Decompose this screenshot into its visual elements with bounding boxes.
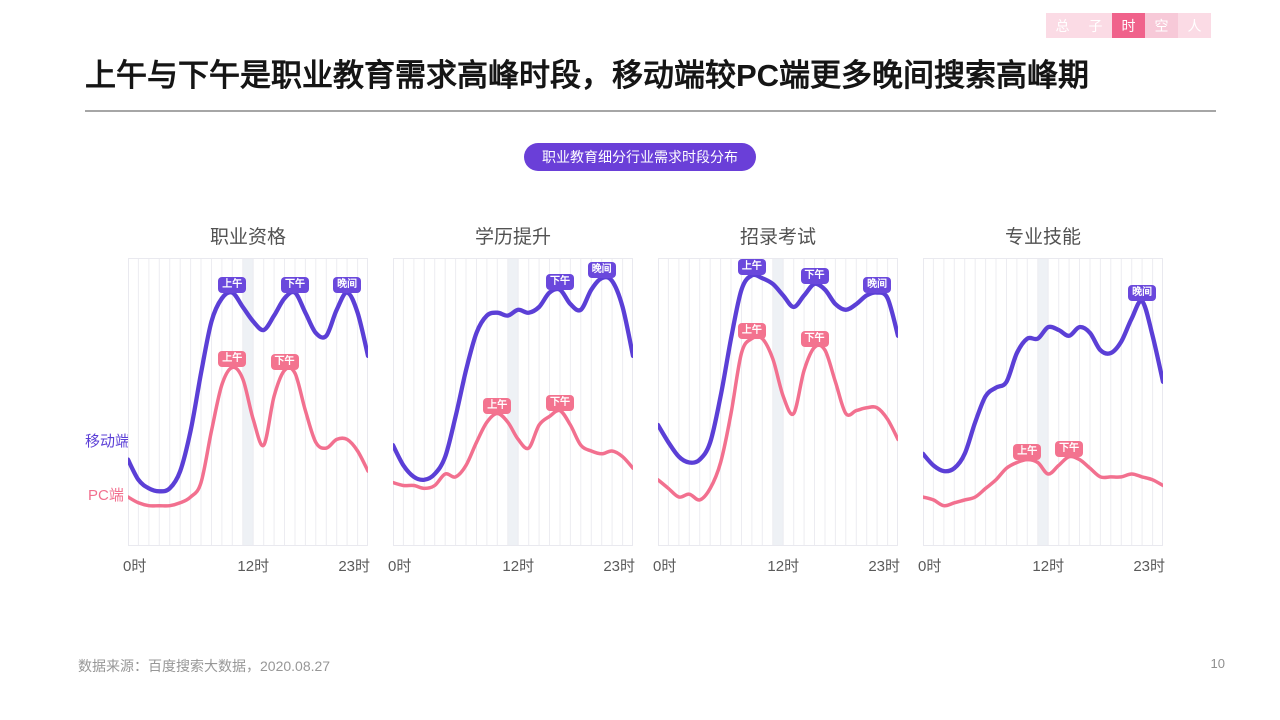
peak-badge-mobile: 上午	[737, 259, 766, 276]
chart-title: 职业资格	[209, 227, 286, 248]
top-nav: 总 子 时 空 人	[1046, 13, 1211, 38]
peak-badge-mobile: 晚间	[863, 276, 892, 293]
legend-pc-label: PC端	[88, 487, 124, 504]
x-tick-12: 12时	[767, 558, 800, 575]
series-line-mobile	[393, 275, 633, 483]
series-line-mobile	[658, 272, 898, 465]
x-axis: 0时 12时 23时	[653, 555, 900, 575]
nav-tab-zi[interactable]: 子	[1079, 13, 1112, 38]
x-tick-12: 12时	[1032, 558, 1065, 575]
chart-plot: 上午 下午 晚间 上午 下午	[658, 258, 898, 546]
series-line-pc	[923, 454, 1163, 508]
peak-badge-pc: 上午	[218, 351, 247, 368]
nav-tab-zong[interactable]: 总	[1046, 13, 1079, 38]
line-chart-svg	[923, 258, 1163, 546]
chart-card-4: 专业技能 晚间上午 下午 0时 12时 23时	[918, 222, 1165, 575]
peak-badge-pc: 下午	[546, 394, 574, 411]
series-line-pc	[128, 365, 368, 508]
x-tick-0: 0时	[918, 558, 942, 575]
legend-mobile-label: 移动端	[85, 433, 131, 450]
line-chart-svg	[128, 258, 368, 546]
peak-badge-mobile: 下午	[546, 273, 574, 290]
x-tick-12: 12时	[502, 558, 535, 575]
line-chart-svg	[393, 258, 633, 546]
x-tick-23: 23时	[603, 558, 635, 575]
nav-tab-ren[interactable]: 人	[1178, 13, 1211, 38]
chart-card-2: 学历提升 下午 晚间 上午 下午 0时 12时 23时	[388, 222, 635, 575]
peak-badge-pc: 下午	[800, 331, 829, 348]
x-tick-0: 0时	[123, 558, 147, 575]
peak-badge-pc: 下午	[270, 354, 299, 371]
chart-title: 招录考试	[739, 227, 816, 248]
page-title: 上午与下午是职业教育需求高峰时段，移动端较PC端更多晚间搜索高峰期	[85, 58, 1090, 93]
x-axis: 0时 12时 23时	[123, 555, 370, 575]
data-source: 数据来源：百度搜索大数据，2020.08.27	[78, 658, 331, 674]
x-tick-12: 12时	[237, 558, 270, 575]
chart-title: 学历提升	[474, 227, 551, 248]
chart-plot: 晚间上午 下午	[923, 258, 1163, 546]
peak-badge-mobile: 晚间	[1128, 285, 1157, 302]
chart-card-3: 招录考试 上午 下午 晚间 上午 下午 0时 12时 23时	[653, 222, 900, 575]
series-line-pc	[658, 334, 898, 502]
noon-highlight-band	[772, 258, 784, 546]
x-tick-23: 23时	[868, 558, 900, 575]
line-chart-svg	[658, 258, 898, 546]
page-number: 10	[1210, 656, 1225, 671]
nav-tab-shi-active[interactable]: 时	[1112, 13, 1145, 38]
x-axis: 0时 12时 23时	[918, 555, 1165, 575]
x-tick-23: 23时	[1133, 558, 1165, 575]
peak-badge-pc: 上午	[1013, 443, 1042, 460]
noon-highlight-band	[507, 258, 519, 546]
series-line-pc	[393, 408, 633, 491]
peak-badge-mobile: 下午	[281, 276, 309, 293]
series-line-mobile	[128, 289, 368, 494]
x-tick-0: 0时	[653, 558, 677, 575]
charts-row: 职业资格 上午 下午 晚间 上午 下午 0时 12时 23时 学历提升 下午 晚间 上午 下午…	[123, 222, 1165, 575]
section-pill: 职业教育细分行业需求时段分布	[524, 143, 756, 171]
noon-highlight-band	[1037, 258, 1049, 546]
chart-title: 专业技能	[1004, 227, 1081, 248]
peak-badge-mobile: 晚间	[333, 276, 362, 293]
peak-badge-pc: 上午	[737, 322, 766, 339]
x-tick-0: 0时	[388, 558, 412, 575]
x-tick-23: 23时	[338, 558, 370, 575]
peak-badge-mobile: 晚间	[587, 262, 616, 279]
chart-plot: 上午 下午 晚间 上午 下午	[128, 258, 368, 546]
peak-badge-pc: 下午	[1055, 440, 1084, 457]
nav-tab-kong[interactable]: 空	[1145, 13, 1178, 38]
x-axis: 0时 12时 23时	[388, 555, 635, 575]
series-line-mobile	[923, 298, 1163, 474]
peak-badge-mobile: 下午	[800, 267, 829, 284]
chart-plot: 下午 晚间 上午 下午	[393, 258, 633, 546]
title-underline	[85, 110, 1216, 112]
peak-badge-pc: 上午	[483, 397, 512, 414]
peak-badge-mobile: 上午	[218, 276, 247, 293]
chart-card-1: 职业资格 上午 下午 晚间 上午 下午 0时 12时 23时	[123, 222, 370, 575]
